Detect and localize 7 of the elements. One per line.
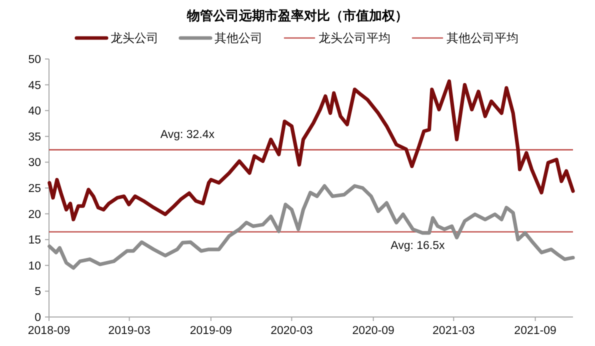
title: 物管公司远期市盈率对比（市值加权） bbox=[187, 8, 408, 23]
legend-label: 龙头公司 bbox=[110, 31, 158, 45]
annotation: Avg: 32.4x bbox=[160, 128, 214, 141]
legend-label: 龙头公司平均 bbox=[318, 31, 390, 45]
legend-label: 其他公司平均 bbox=[446, 31, 518, 45]
annotation: Avg: 16.5x bbox=[390, 240, 445, 252]
legend-label: 其他公司 bbox=[214, 31, 262, 45]
